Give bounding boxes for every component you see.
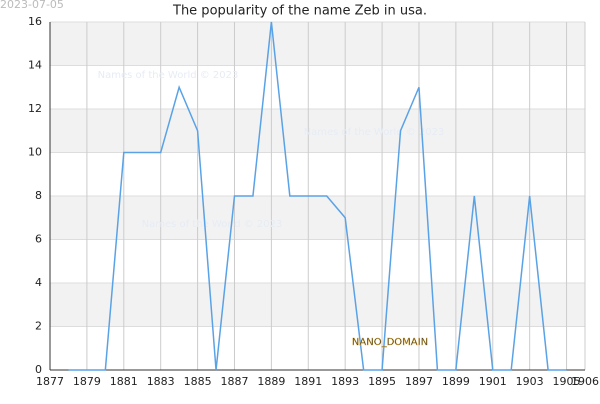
x-tick-label: 1879 [73,375,101,388]
y-tick-label: 10 [28,146,42,159]
data-line [68,21,567,371]
x-tick-label: 1891 [294,375,322,388]
y-tick-label: 4 [35,276,42,289]
x-tick-label: 1885 [184,375,212,388]
x-tick-label: 1906 [571,375,599,388]
x-tick-label: 1883 [147,375,175,388]
y-tick-label: 16 [28,15,42,28]
y-tick-label: 12 [28,102,42,115]
grid-band [50,196,585,240]
x-tick-label: 1889 [257,375,285,388]
x-tick-label: 1893 [331,375,359,388]
x-tick-label: 1895 [368,375,396,388]
y-tick-label: 14 [28,59,42,72]
x-tick-label: 1887 [220,375,248,388]
x-tick-label: 1899 [442,375,470,388]
y-tick-label: 2 [35,320,42,333]
chart-title: The popularity of the name Zeb in usa. [172,4,427,19]
grid-band [50,283,585,327]
watermark: Names of the World © 2023 [98,70,239,81]
y-tick-label: 0 [35,363,42,376]
grid-band [50,22,585,66]
x-tick-label: 1901 [479,375,507,388]
watermark: Names of the World © 2023 [304,127,445,138]
x-tick-label: 1881 [110,375,138,388]
grid-band [50,109,585,153]
y-tick-label: 6 [35,233,42,246]
watermark: Names of the World © 2023 [142,219,283,230]
y-tick-label: 8 [35,189,42,202]
x-tick-label: 1877 [36,375,64,388]
x-tick-label: 1897 [405,375,433,388]
badge: NANO_DOMAIN [352,337,428,348]
x-tick-label: 1905 [553,375,581,388]
date-stamp: 2023-07-05 [0,0,64,11]
x-tick-label: 1903 [516,375,544,388]
